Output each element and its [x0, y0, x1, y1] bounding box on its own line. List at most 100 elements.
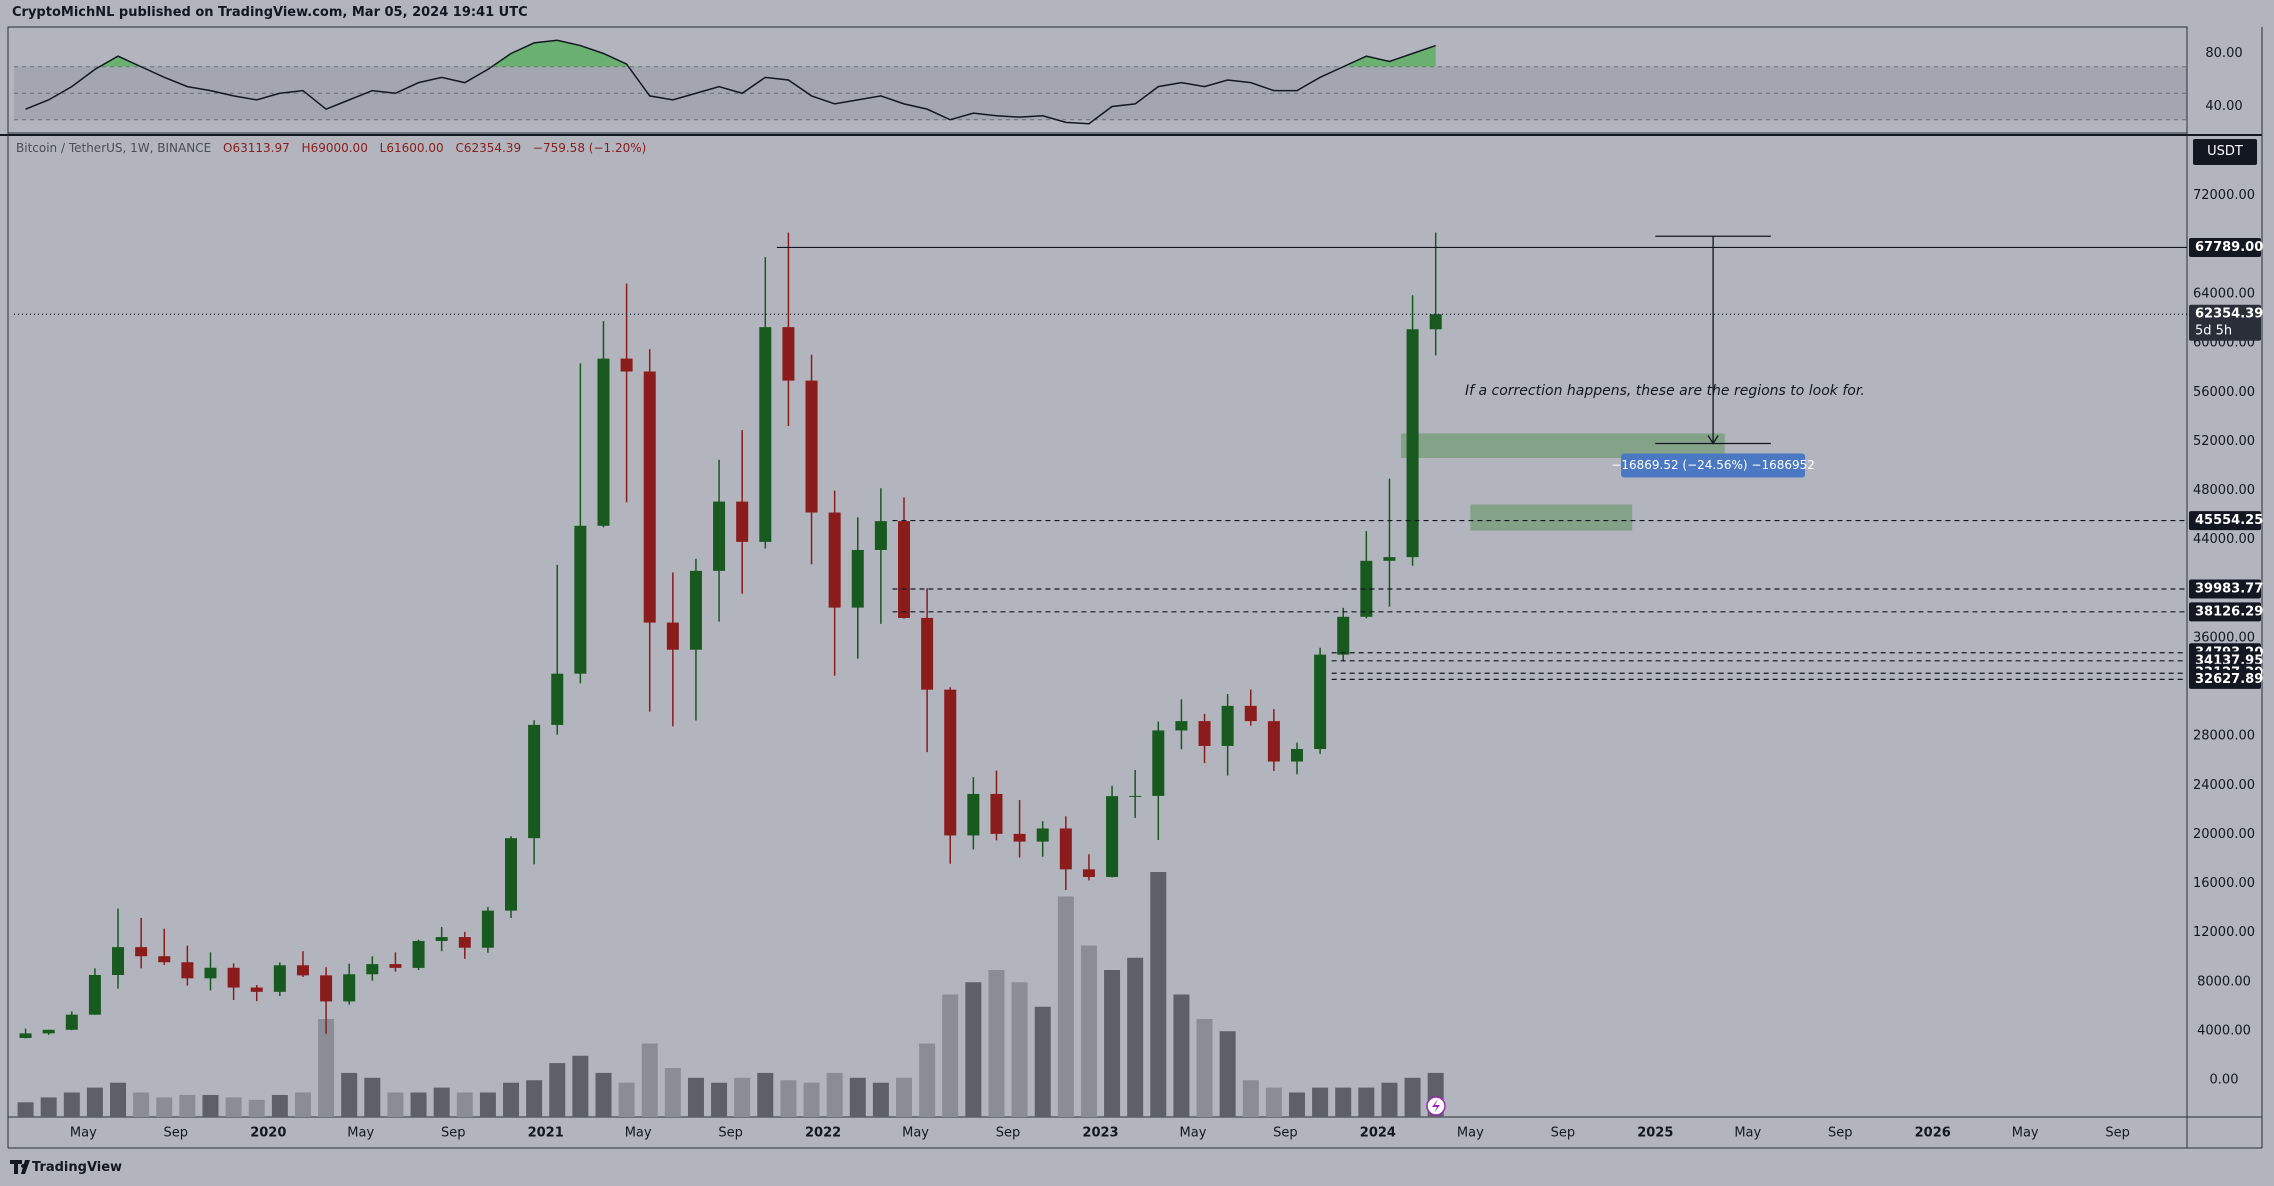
volume-bar [896, 1077, 913, 1117]
x-tick-label: Sep [164, 1126, 189, 1141]
tv-logo [10, 1160, 30, 1174]
x-tick-label: May [1180, 1126, 1207, 1141]
candle-body [1198, 721, 1211, 746]
x-tick-label: 2026 [1915, 1126, 1951, 1141]
candle-body [643, 371, 656, 623]
candle-body [528, 724, 541, 839]
volume-bar [1335, 1087, 1352, 1117]
price-level-box [2189, 511, 2261, 531]
candle-body [1290, 748, 1303, 762]
volume-bar [526, 1080, 543, 1117]
y-tick-label: 28000.00 [2193, 729, 2255, 744]
x-tick-label: Sep [1551, 1126, 1576, 1141]
candle-body [19, 1033, 32, 1039]
y-tick-label: 12000.00 [2193, 925, 2255, 940]
candle-body [1429, 314, 1442, 330]
price-level-box [2189, 304, 2261, 341]
candle-body [874, 521, 887, 550]
volume-bar [1127, 957, 1144, 1117]
candle-body [736, 501, 749, 542]
candle-body [944, 689, 957, 836]
candle-body [1152, 730, 1165, 796]
volume-bar [271, 1094, 288, 1117]
ohlc-change: −759.58 (−1.20%) [532, 141, 647, 155]
rsi-band [14, 66, 2187, 120]
candle-body [42, 1029, 55, 1034]
price-level-label: 39983.77 [2195, 582, 2263, 597]
volume-bar [1173, 994, 1190, 1117]
candle-body [828, 512, 841, 608]
currency-button[interactable]: USDT [2193, 139, 2257, 165]
volume-bar [988, 970, 1005, 1117]
volume-bar [503, 1082, 520, 1117]
measure-label-box [1621, 453, 1806, 478]
volume-bar [1312, 1087, 1329, 1117]
candle-body [1221, 705, 1234, 746]
countdown: 5d 5h [2195, 324, 2232, 339]
price-level-label: 38126.29 [2195, 604, 2263, 619]
candle-body [1360, 560, 1373, 617]
candle-body [782, 327, 795, 381]
volume-bar [1219, 1031, 1236, 1117]
volume-bar [780, 1080, 797, 1117]
volume-bar [387, 1092, 404, 1117]
candle-body [273, 965, 286, 992]
y-tick-label: 52000.00 [2193, 434, 2255, 449]
volume-bar [734, 1077, 751, 1117]
candle-body [1244, 705, 1257, 722]
candle-body [227, 967, 240, 988]
ohlc-close: C62354.39 [455, 141, 522, 155]
price-level-box [2189, 237, 2261, 257]
symbol-legend: Bitcoin / TetherUS, 1W, BINANCE O63113.9… [16, 141, 646, 155]
x-tick-label: May [1457, 1126, 1484, 1141]
candle-body [366, 964, 379, 975]
y-tick-label: 8000.00 [2197, 974, 2251, 989]
candle-body [898, 521, 911, 618]
x-tick-label: May [70, 1126, 97, 1141]
volume-bar [318, 1019, 335, 1117]
rsi-tick-label: 80.00 [2205, 46, 2242, 61]
candle-body [1337, 616, 1350, 655]
candle-body [181, 962, 194, 979]
candle-body [1314, 654, 1327, 749]
volume-bar [341, 1072, 358, 1117]
candle-body [204, 967, 217, 979]
x-tick-label: May [2012, 1126, 2039, 1141]
brand: TradingView [32, 1160, 123, 1175]
candle-body [320, 975, 333, 1002]
x-tick-label: Sep [1828, 1126, 1853, 1141]
candle-body [574, 525, 587, 674]
y-tick-label: 36000.00 [2193, 630, 2255, 645]
volume-bar [1057, 896, 1074, 1117]
candle-body [88, 975, 101, 1015]
volume-bar [456, 1092, 473, 1117]
price-level-label: 62354.39 [2195, 307, 2263, 322]
volume-bar [942, 994, 959, 1117]
y-tick-label: 24000.00 [2193, 778, 2255, 793]
candle-body [1036, 828, 1049, 842]
candle-body [713, 501, 726, 571]
volume-bar [479, 1092, 496, 1117]
candle-body [1267, 721, 1280, 762]
x-tick-label: Sep [996, 1126, 1021, 1141]
volume-bar [1288, 1092, 1305, 1117]
volume-bar [40, 1097, 57, 1117]
candle-body [65, 1014, 78, 1030]
candle-body [1059, 828, 1072, 870]
annotation: If a correction happens, these are the r… [1465, 383, 1865, 399]
volume-bar [433, 1087, 450, 1117]
x-tick-label: Sep [441, 1126, 466, 1141]
y-tick-label: 16000.00 [2193, 876, 2255, 891]
volume-bar [1150, 872, 1167, 1117]
price-level-box [2189, 602, 2261, 622]
candle-body [250, 987, 263, 992]
candle-body [296, 965, 309, 976]
candle-body [389, 964, 402, 968]
candle-body [851, 549, 864, 608]
x-tick-label: May [1734, 1126, 1761, 1141]
y-tick-label: 0.00 [2210, 1073, 2239, 1088]
x-tick-label: May [347, 1126, 374, 1141]
candle-body [689, 570, 702, 650]
candle-body [1383, 557, 1396, 561]
